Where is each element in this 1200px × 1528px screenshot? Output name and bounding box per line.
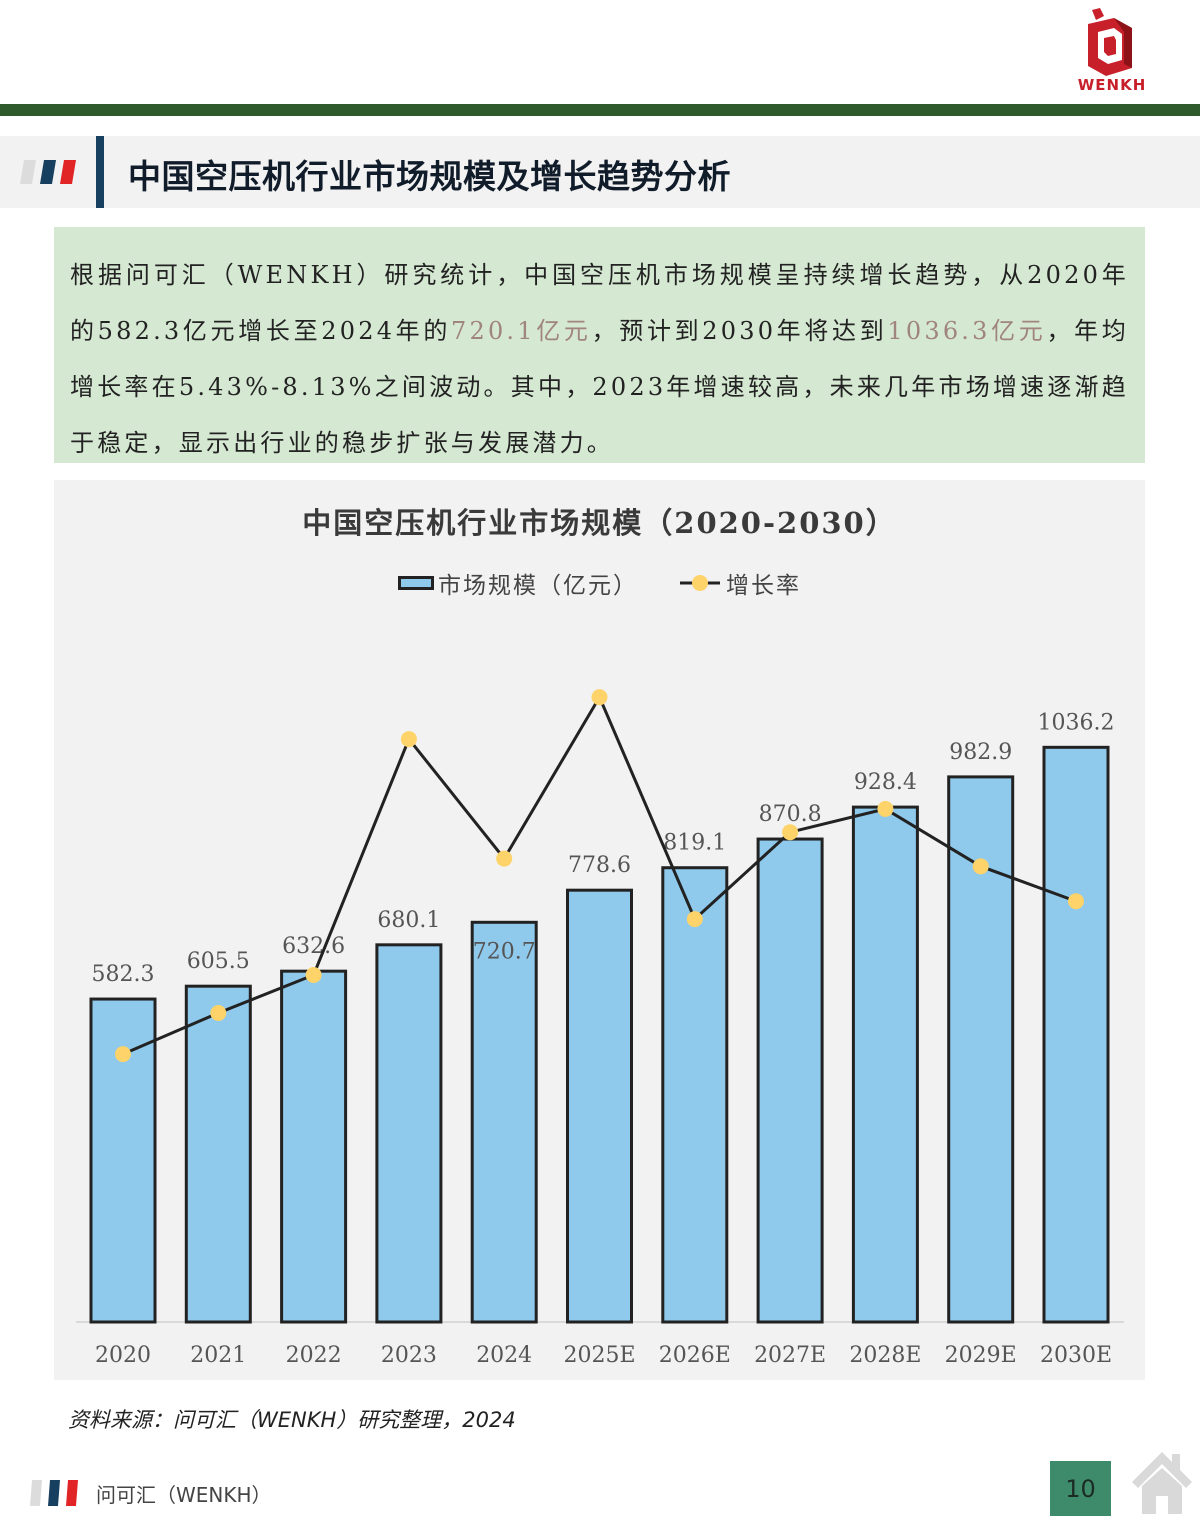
growth-marker (1068, 893, 1084, 910)
bar-value-label: 605.5 (187, 949, 250, 974)
line-marker-icon (680, 575, 720, 591)
bar (566, 888, 633, 1324)
legend-bar-label: 市场规模（亿元） (438, 573, 638, 599)
growth-marker (972, 858, 989, 875)
bar-value-label: 928.4 (854, 770, 917, 795)
x-tick-label: 2020 (95, 1343, 151, 1368)
x-tick-label: 2023 (381, 1343, 437, 1368)
stripes-icon (20, 160, 76, 184)
logo-text: WENKH (1077, 76, 1147, 94)
x-tick-label: 2028E (849, 1343, 921, 1368)
x-tick-label: 2025E (563, 1343, 635, 1368)
bar-value-label: 582.3 (92, 962, 155, 987)
growth-marker (877, 800, 894, 817)
chart-panel: 中国空压机行业市场规模（2020-2030） 市场规模（亿元） 增长率 582.… (54, 480, 1145, 1380)
bar-value-label: 632.6 (282, 934, 345, 959)
footer-brand: 问可汇（WENKH） (96, 1483, 272, 1507)
summary-text: 根据问可汇（WENKH）研究统计，中国空压机市场规模呈持续增长趋势，从2020年… (70, 247, 1129, 471)
growth-marker (591, 689, 608, 706)
logo-mark-icon (1088, 8, 1132, 76)
x-tick-label: 2030E (1040, 1343, 1112, 1368)
page-number-badge: 10 (1050, 1461, 1111, 1516)
legend-line-label: 增长率 (726, 573, 801, 599)
home-icon[interactable] (1130, 1446, 1194, 1516)
x-tick-label: 2024 (476, 1343, 532, 1368)
summary-part-2: ，预计到2030年将达到 (591, 317, 888, 345)
summary-box: 根据问可汇（WENKH）研究统计，中国空压机市场规模呈持续增长趋势，从2020年… (54, 227, 1145, 463)
bar (470, 920, 538, 1324)
bar-value-label: 680.1 (377, 908, 440, 933)
summary-part-1: 根据问可汇（WENKH）研究统计，中国空压机市场规模呈持续增长趋势，从2020年… (70, 261, 1129, 345)
bar-value-label: 870.8 (759, 802, 822, 827)
growth-marker (115, 1046, 131, 1063)
bar-value-label: 982.9 (949, 740, 1012, 765)
bar (661, 866, 729, 1324)
growth-marker (782, 824, 799, 841)
x-tick-label: 2029E (945, 1343, 1017, 1368)
growth-marker (210, 1005, 227, 1021)
bar-value-label: 819.1 (663, 831, 726, 856)
chart-title: 中国空压机行业市场规模（2020-2030） (302, 506, 897, 540)
growth-marker (400, 731, 417, 748)
growth-marker (496, 850, 513, 867)
bar-swatch-icon (398, 576, 434, 590)
growth-marker (686, 911, 703, 928)
x-tick-label: 2021 (190, 1343, 246, 1368)
growth-marker (305, 966, 322, 983)
footer-stripes-icon (30, 1480, 78, 1506)
x-tick-label: 2026E (659, 1343, 731, 1368)
bar (851, 805, 919, 1324)
legend-item-line: 增长率 (678, 566, 801, 600)
bar (375, 943, 443, 1324)
bar-value-label: 778.6 (568, 853, 631, 878)
chart-legend: 市场规模（亿元） 增长率 (54, 566, 1145, 600)
bar (1042, 745, 1110, 1324)
summary-part-3: ，年均增长率在5.43%-8.13%之间波动。其中，2023年增速较高，未来几年… (70, 317, 1130, 457)
bar-value-label: 720.7 (473, 939, 536, 964)
title-band (0, 136, 1200, 208)
summary-highlight-2024: 720.1亿元 (451, 317, 592, 345)
page-title: 中国空压机行业市场规模及增长趋势分析 (128, 157, 731, 196)
bar (184, 984, 252, 1324)
wenkh-logo: WENKH (1052, 6, 1172, 98)
bar (756, 837, 824, 1324)
bar (280, 969, 348, 1324)
bar-value-label: 1036.2 (1038, 710, 1115, 735)
x-tick-label: 2027E (754, 1343, 826, 1368)
summary-highlight-2030: 1036.3亿元 (887, 317, 1047, 345)
legend-item-bar: 市场规模（亿元） (398, 566, 638, 600)
top-rule (0, 104, 1200, 116)
x-tick-label: 2022 (286, 1343, 342, 1368)
title-accent-bar (96, 136, 104, 208)
chart-plot: 582.3 2020 605.5 2021 632.6 2022 680.1 2023 720.… (76, 689, 1124, 1368)
source-note: 资料来源：问可汇（WENKH）研究整理，2024 (68, 1408, 516, 1432)
